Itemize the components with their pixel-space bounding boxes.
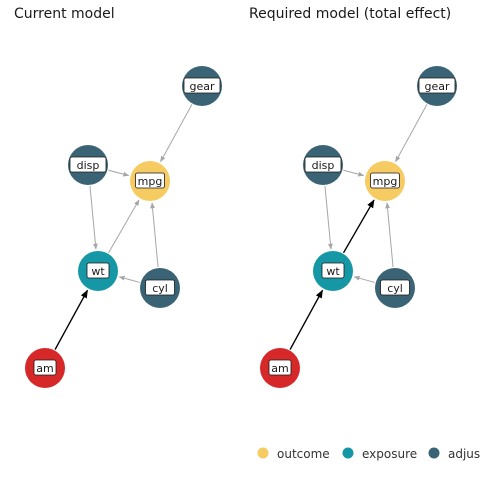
node-mpg: mpg xyxy=(130,161,170,201)
node-label-wt: wt xyxy=(326,265,340,278)
node-label-disp: disp xyxy=(312,159,335,172)
legend-swatch xyxy=(342,447,354,459)
edge-disp-to-mpg xyxy=(343,169,365,177)
edge-am-to-wt xyxy=(54,289,89,350)
node-label-cyl: cyl xyxy=(387,282,403,295)
edge-cyl-to-wt xyxy=(353,275,375,283)
legend-label: outcome xyxy=(277,447,330,461)
node-label-wt: wt xyxy=(91,265,105,278)
legend-swatch xyxy=(257,447,269,459)
node-am: am xyxy=(25,348,65,388)
node-wt: wt xyxy=(313,251,353,291)
node-label-box-gear xyxy=(418,77,456,94)
node-label-gear: gear xyxy=(189,80,214,93)
node-wt: wt xyxy=(78,251,118,291)
edge-wt-to-mpg xyxy=(108,199,140,254)
legend-label: exposure xyxy=(362,447,417,461)
node-label-cyl: cyl xyxy=(152,282,168,295)
node-mpg: mpg xyxy=(365,161,405,201)
node-am: am xyxy=(260,348,300,388)
legend-item-2: adjus xyxy=(428,447,480,461)
node-label-mpg: mpg xyxy=(373,175,398,188)
panel-title-required: Required model (total effect) xyxy=(249,6,452,22)
edge-wt-to-mpg xyxy=(342,199,375,254)
edge-disp-to-wt xyxy=(89,185,98,250)
edge-am-to-wt xyxy=(289,289,324,350)
node-label-box-wt xyxy=(321,262,345,279)
edge-cyl-to-wt xyxy=(118,275,140,283)
node-label-box-cyl xyxy=(380,279,410,296)
node-disp: disp xyxy=(303,145,343,185)
node-label-box-am xyxy=(268,359,292,376)
node-label-box-mpg xyxy=(370,172,400,189)
node-label-am: am xyxy=(271,362,288,375)
node-label-box-cyl xyxy=(145,279,175,296)
edge-disp-to-wt xyxy=(324,185,333,250)
legend-item-0: outcome xyxy=(257,447,330,461)
node-cyl: cyl xyxy=(140,268,180,308)
node-label-gear: gear xyxy=(424,80,449,93)
edge-cyl-to-mpg xyxy=(150,202,159,268)
node-label-mpg: mpg xyxy=(138,175,163,188)
node-label-box-am xyxy=(33,359,57,376)
edge-cyl-to-mpg xyxy=(385,202,394,268)
node-label-box-disp xyxy=(304,156,342,173)
node-label-box-disp xyxy=(69,156,107,173)
edge-gear-to-mpg xyxy=(160,104,193,163)
legend-label: adjus xyxy=(448,447,480,461)
node-gear: gear xyxy=(417,66,457,106)
legend-swatch xyxy=(428,447,440,459)
node-gear: gear xyxy=(182,66,222,106)
node-label-box-mpg xyxy=(135,172,165,189)
node-label-disp: disp xyxy=(77,159,100,172)
edge-gear-to-mpg xyxy=(395,104,428,163)
legend-item-1: exposure xyxy=(342,447,417,461)
node-label-box-wt xyxy=(86,262,110,279)
node-label-box-gear xyxy=(183,77,221,94)
node-cyl: cyl xyxy=(375,268,415,308)
node-disp: disp xyxy=(68,145,108,185)
edge-disp-to-mpg xyxy=(108,169,130,177)
node-label-am: am xyxy=(36,362,53,375)
panel-title-current: Current model xyxy=(14,6,115,22)
